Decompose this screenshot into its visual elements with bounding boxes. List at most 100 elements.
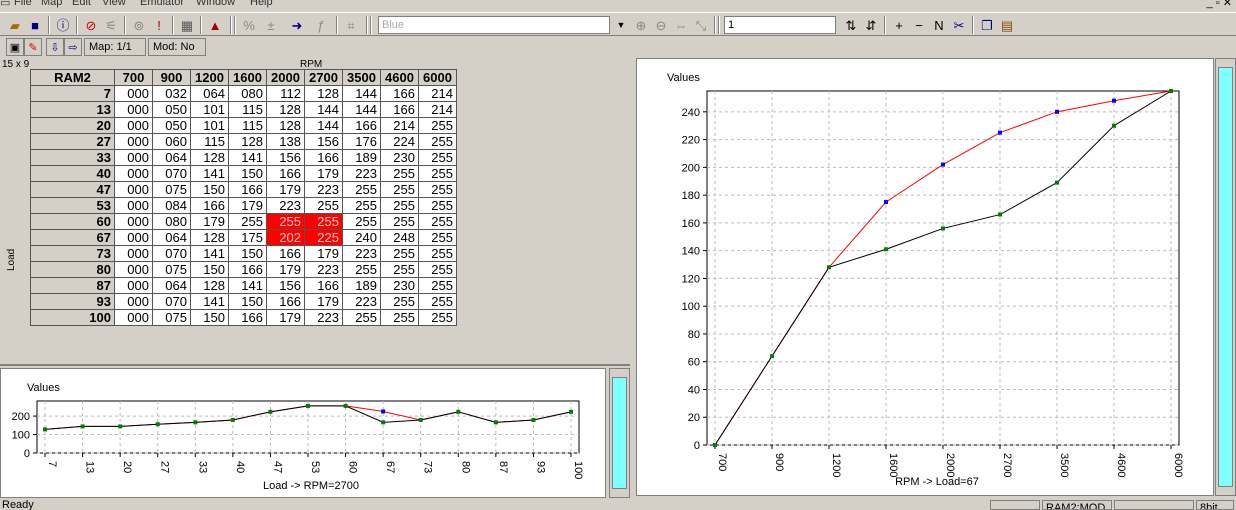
table-cell[interactable]: 240 <box>342 229 381 246</box>
abs-icon[interactable]: ⇅ <box>845 17 857 33</box>
table-cell[interactable]: 115 <box>228 101 267 118</box>
table-cell[interactable]: 179 <box>266 309 305 326</box>
table-cell[interactable]: 064 <box>152 149 191 166</box>
plus-icon[interactable]: + <box>895 17 903 33</box>
copy-icon[interactable]: ❐ <box>981 17 993 33</box>
table-cell[interactable]: 000 <box>114 165 153 182</box>
table-cell[interactable]: 255 <box>380 261 419 278</box>
table-cell[interactable]: 255 <box>266 213 305 230</box>
column-header[interactable]: 6000 <box>418 69 457 86</box>
table-cell[interactable]: 075 <box>152 261 191 278</box>
alert-icon[interactable]: ! <box>157 17 161 33</box>
table-cell[interactable]: 000 <box>114 117 153 134</box>
resize-icon[interactable]: ⤡ <box>695 17 707 33</box>
table-cell[interactable]: 255 <box>380 293 419 310</box>
menu-window[interactable]: Window <box>196 0 236 8</box>
table-cell[interactable]: 141 <box>228 149 267 166</box>
load-chart-scrollbar[interactable] <box>609 368 630 498</box>
color-select[interactable]: Blue <box>378 16 610 34</box>
table-cell[interactable]: 000 <box>114 277 153 294</box>
table-cell[interactable]: 141 <box>190 245 229 262</box>
table-cell[interactable]: 214 <box>418 101 457 118</box>
table-cell[interactable]: 223 <box>342 165 381 182</box>
table-cell[interactable]: 101 <box>190 117 229 134</box>
table-cell[interactable]: 070 <box>152 293 191 310</box>
table-cell[interactable]: 255 <box>380 309 419 326</box>
table-cell[interactable]: 179 <box>304 165 343 182</box>
zoom-in-icon[interactable]: ⊕ <box>635 17 647 33</box>
wand-icon[interactable]: ⚟ <box>105 17 117 33</box>
table-cell[interactable]: 255 <box>228 213 267 230</box>
table-cell[interactable]: 255 <box>418 245 457 262</box>
table-cell[interactable]: 255 <box>418 293 457 310</box>
row-header[interactable]: 60 <box>30 213 115 230</box>
app-icon[interactable]: ▭ <box>0 0 11 9</box>
column-header[interactable]: 4600 <box>380 69 419 86</box>
table-cell[interactable]: 150 <box>228 165 267 182</box>
table-cell[interactable]: 000 <box>114 149 153 166</box>
info-icon[interactable]: ⓘ <box>56 17 70 33</box>
table-cell[interactable]: 255 <box>342 197 381 214</box>
percent-step-icon[interactable]: ⇵ <box>865 17 877 33</box>
menu-view[interactable]: View <box>102 0 126 8</box>
table-cell[interactable]: 150 <box>228 245 267 262</box>
menu-edit[interactable]: Edit <box>72 0 91 8</box>
table-cell[interactable]: 255 <box>418 165 457 182</box>
table-cell[interactable]: 255 <box>380 181 419 198</box>
table-cell[interactable]: 189 <box>342 149 381 166</box>
row-header[interactable]: 67 <box>30 229 115 246</box>
table-cell[interactable]: 070 <box>152 245 191 262</box>
table-cell[interactable]: 223 <box>342 293 381 310</box>
table-cell[interactable]: 166 <box>380 85 419 102</box>
row-header[interactable]: 87 <box>30 277 115 294</box>
table-cell[interactable]: 255 <box>418 229 457 246</box>
table-cell[interactable]: 075 <box>152 181 191 198</box>
table-cell[interactable]: 202 <box>266 229 305 246</box>
row-header[interactable]: 13 <box>30 101 115 118</box>
warning-icon[interactable]: ⊘ <box>85 17 97 33</box>
table-cell[interactable]: 255 <box>304 213 343 230</box>
table-cell[interactable]: 248 <box>380 229 419 246</box>
table-cell[interactable]: 179 <box>190 213 229 230</box>
table-cell[interactable]: 115 <box>190 133 229 150</box>
table-cell[interactable]: 141 <box>190 165 229 182</box>
table-cell[interactable]: 064 <box>152 277 191 294</box>
row-header[interactable]: 100 <box>30 309 115 326</box>
table-cell[interactable]: 230 <box>380 149 419 166</box>
table-cell[interactable]: 112 <box>266 85 305 102</box>
table-cell[interactable]: 144 <box>342 85 381 102</box>
table-cell[interactable]: 255 <box>380 165 419 182</box>
column-header[interactable]: 3500 <box>342 69 381 86</box>
table-cell[interactable]: 128 <box>266 101 305 118</box>
save-icon[interactable]: ■ <box>31 17 39 33</box>
row-header[interactable]: 20 <box>30 117 115 134</box>
table-cell[interactable]: 138 <box>266 133 305 150</box>
row-header[interactable]: 7 <box>30 85 115 102</box>
table-cell[interactable]: 255 <box>342 181 381 198</box>
table-cell[interactable]: 166 <box>228 181 267 198</box>
zoom-out-icon[interactable]: ⊖ <box>655 17 667 33</box>
row-header[interactable]: 73 <box>30 245 115 262</box>
table-cell[interactable]: 000 <box>114 213 153 230</box>
table-cell[interactable]: 075 <box>152 309 191 326</box>
row-header[interactable]: 93 <box>30 293 115 310</box>
row-header[interactable]: 47 <box>30 181 115 198</box>
menu-map[interactable]: Map <box>41 0 63 8</box>
table-cell[interactable]: 255 <box>418 277 457 294</box>
table-cell[interactable]: 064 <box>190 85 229 102</box>
table-cell[interactable]: 166 <box>380 101 419 118</box>
fit-icon[interactable]: ⇔ <box>674 17 688 33</box>
column-header[interactable]: 1200 <box>190 69 229 86</box>
table-cell[interactable]: 255 <box>418 117 457 134</box>
table-cell[interactable]: 223 <box>304 309 343 326</box>
table-cell[interactable]: 255 <box>418 181 457 198</box>
table-cell[interactable]: 000 <box>114 133 153 150</box>
export-icon[interactable]: ⇨ <box>64 38 82 56</box>
window-controls[interactable]: _ ▫ ✕ <box>1206 0 1232 9</box>
function-icon[interactable]: ƒ <box>317 17 325 33</box>
table-cell[interactable]: 255 <box>418 133 457 150</box>
table-cell[interactable]: 115 <box>228 117 267 134</box>
grid-icon[interactable]: ▣ <box>6 38 24 56</box>
table-cell[interactable]: 225 <box>304 229 343 246</box>
table-cell[interactable]: 000 <box>114 197 153 214</box>
